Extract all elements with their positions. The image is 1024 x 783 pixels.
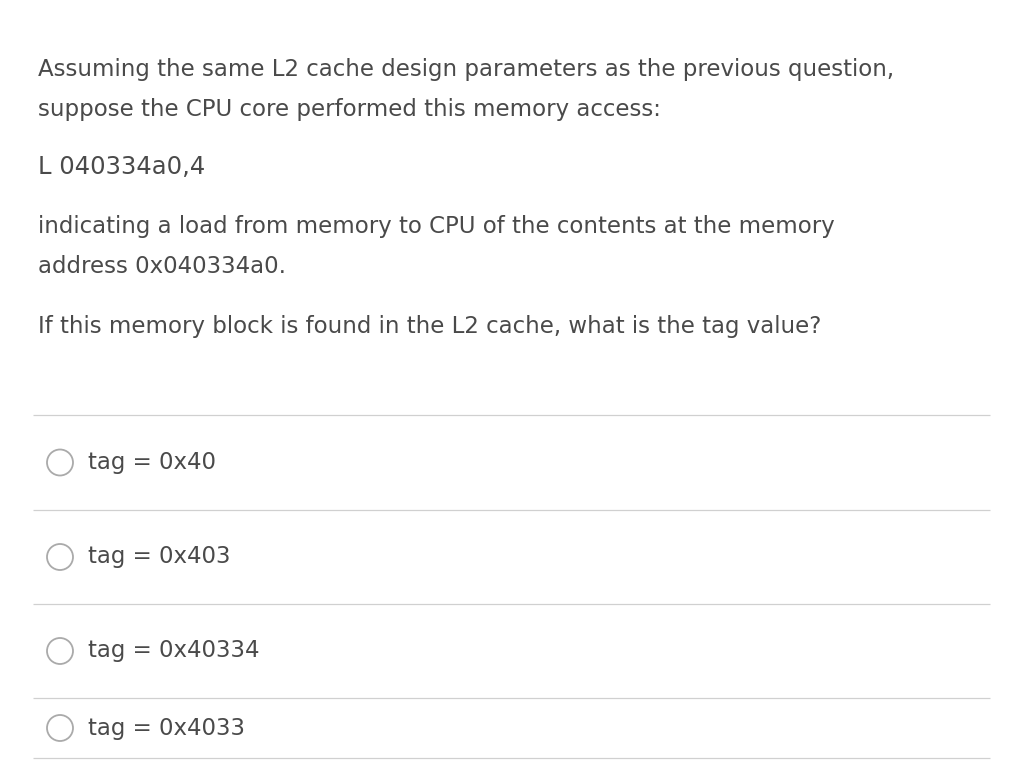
Text: tag = 0x40334: tag = 0x40334 xyxy=(88,640,259,662)
Text: tag = 0x4033: tag = 0x4033 xyxy=(88,716,245,739)
Text: If this memory block is found in the L2 cache, what is the tag value?: If this memory block is found in the L2 … xyxy=(38,315,821,338)
Text: indicating a load from memory to CPU of the contents at the memory: indicating a load from memory to CPU of … xyxy=(38,215,835,238)
Text: tag = 0x40: tag = 0x40 xyxy=(88,451,216,474)
Text: Assuming the same L2 cache design parameters as the previous question,: Assuming the same L2 cache design parame… xyxy=(38,58,894,81)
Text: address 0x040334a0.: address 0x040334a0. xyxy=(38,255,286,278)
Text: L 040334a0,4: L 040334a0,4 xyxy=(38,155,205,179)
Text: tag = 0x403: tag = 0x403 xyxy=(88,546,230,568)
Text: suppose the CPU core performed this memory access:: suppose the CPU core performed this memo… xyxy=(38,98,660,121)
